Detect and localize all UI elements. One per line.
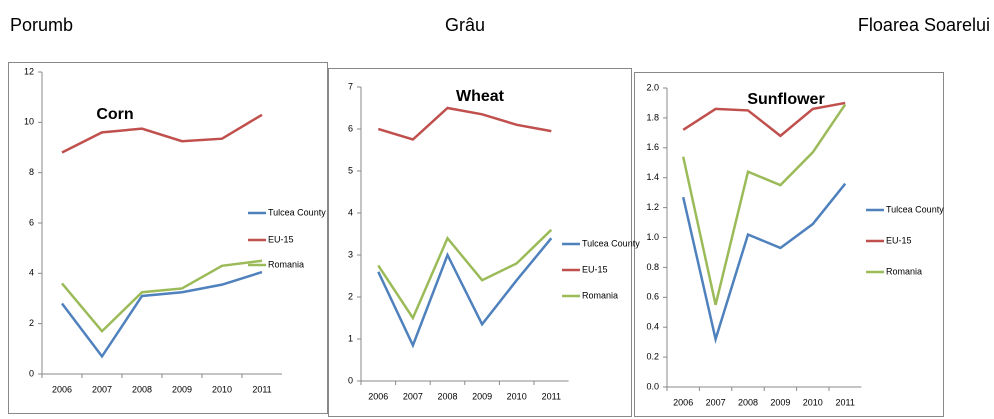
series-line bbox=[61, 270, 263, 359]
y-tick-label: 8 bbox=[29, 167, 34, 177]
y-tick-label: 1.4 bbox=[646, 172, 659, 182]
y-tick-label: 4 bbox=[348, 207, 353, 217]
panel-border bbox=[634, 72, 944, 417]
series-line bbox=[681, 103, 847, 306]
series-line bbox=[377, 237, 553, 349]
y-tick-label: 0.0 bbox=[646, 381, 659, 391]
panel-border bbox=[8, 62, 328, 414]
heading: Grâu bbox=[445, 15, 485, 35]
y-tick-label: 1.8 bbox=[646, 112, 659, 122]
y-tick-label: 1.6 bbox=[646, 142, 659, 152]
y-tick-label: 6 bbox=[348, 123, 353, 133]
legend-label: Tulcea County bbox=[582, 238, 640, 248]
y-tick-label: 5 bbox=[348, 165, 353, 175]
x-tick-label: 2007 bbox=[92, 384, 112, 394]
x-tick-label: 2008 bbox=[437, 391, 457, 401]
x-tick-label: 2011 bbox=[836, 397, 855, 407]
heading: Floarea Soarelui bbox=[858, 15, 990, 35]
heading: Porumb bbox=[10, 15, 73, 35]
y-tick-label: 0.2 bbox=[646, 351, 659, 361]
y-tick-label: 2.0 bbox=[646, 82, 659, 92]
legend-label: Romania bbox=[268, 259, 304, 269]
y-tick-label: 0.4 bbox=[646, 322, 659, 332]
y-tick-label: 7 bbox=[348, 81, 353, 91]
y-tick-label: 10 bbox=[24, 117, 34, 127]
chart-title: Sunflower bbox=[747, 91, 824, 108]
legend-label: EU-15 bbox=[268, 234, 294, 244]
x-tick-label: 2010 bbox=[803, 397, 823, 407]
x-tick-label: 2009 bbox=[770, 397, 790, 407]
series-line bbox=[377, 106, 552, 141]
y-tick-label: 2 bbox=[29, 318, 34, 328]
y-tick-label: 6 bbox=[29, 217, 34, 227]
x-tick-label: 2009 bbox=[172, 384, 192, 394]
x-tick-label: 2008 bbox=[132, 384, 152, 394]
y-tick-label: 0.6 bbox=[646, 292, 659, 302]
x-tick-label: 2010 bbox=[507, 391, 527, 401]
legend-label: Romania bbox=[886, 266, 922, 276]
legend-label: EU-15 bbox=[582, 264, 608, 274]
y-tick-label: 0.8 bbox=[646, 262, 659, 272]
series-line bbox=[377, 228, 553, 321]
y-tick-label: 4 bbox=[29, 268, 34, 278]
x-tick-label: 2011 bbox=[542, 391, 561, 401]
y-tick-label: 1.2 bbox=[646, 202, 659, 212]
x-tick-label: 2006 bbox=[368, 391, 388, 401]
x-tick-label: 2008 bbox=[738, 397, 758, 407]
series-line bbox=[681, 182, 847, 344]
chart-title: Corn bbox=[96, 106, 133, 123]
y-tick-label: 2 bbox=[348, 291, 353, 301]
y-tick-label: 3 bbox=[348, 249, 353, 259]
y-tick-label: 12 bbox=[24, 66, 34, 76]
panel-border bbox=[328, 68, 632, 417]
y-tick-label: 0 bbox=[348, 375, 353, 385]
x-tick-label: 2006 bbox=[52, 384, 72, 394]
legend-label: EU-15 bbox=[886, 235, 912, 245]
x-tick-label: 2007 bbox=[403, 391, 423, 401]
x-tick-label: 2010 bbox=[212, 384, 232, 394]
x-tick-label: 2009 bbox=[472, 391, 492, 401]
series-line bbox=[61, 259, 263, 334]
x-tick-label: 2011 bbox=[252, 384, 271, 394]
series-line bbox=[61, 113, 263, 154]
y-tick-label: 1.0 bbox=[646, 232, 659, 242]
y-tick-label: 1 bbox=[348, 333, 353, 343]
legend-label: Romania bbox=[582, 290, 618, 300]
legend-label: Tulcea County bbox=[886, 204, 944, 214]
x-tick-label: 2007 bbox=[706, 397, 726, 407]
series-line bbox=[682, 101, 846, 138]
chart-title: Wheat bbox=[456, 88, 505, 105]
y-tick-label: 0 bbox=[29, 368, 34, 378]
x-tick-label: 2006 bbox=[673, 397, 693, 407]
legend-label: Tulcea County bbox=[268, 207, 326, 217]
